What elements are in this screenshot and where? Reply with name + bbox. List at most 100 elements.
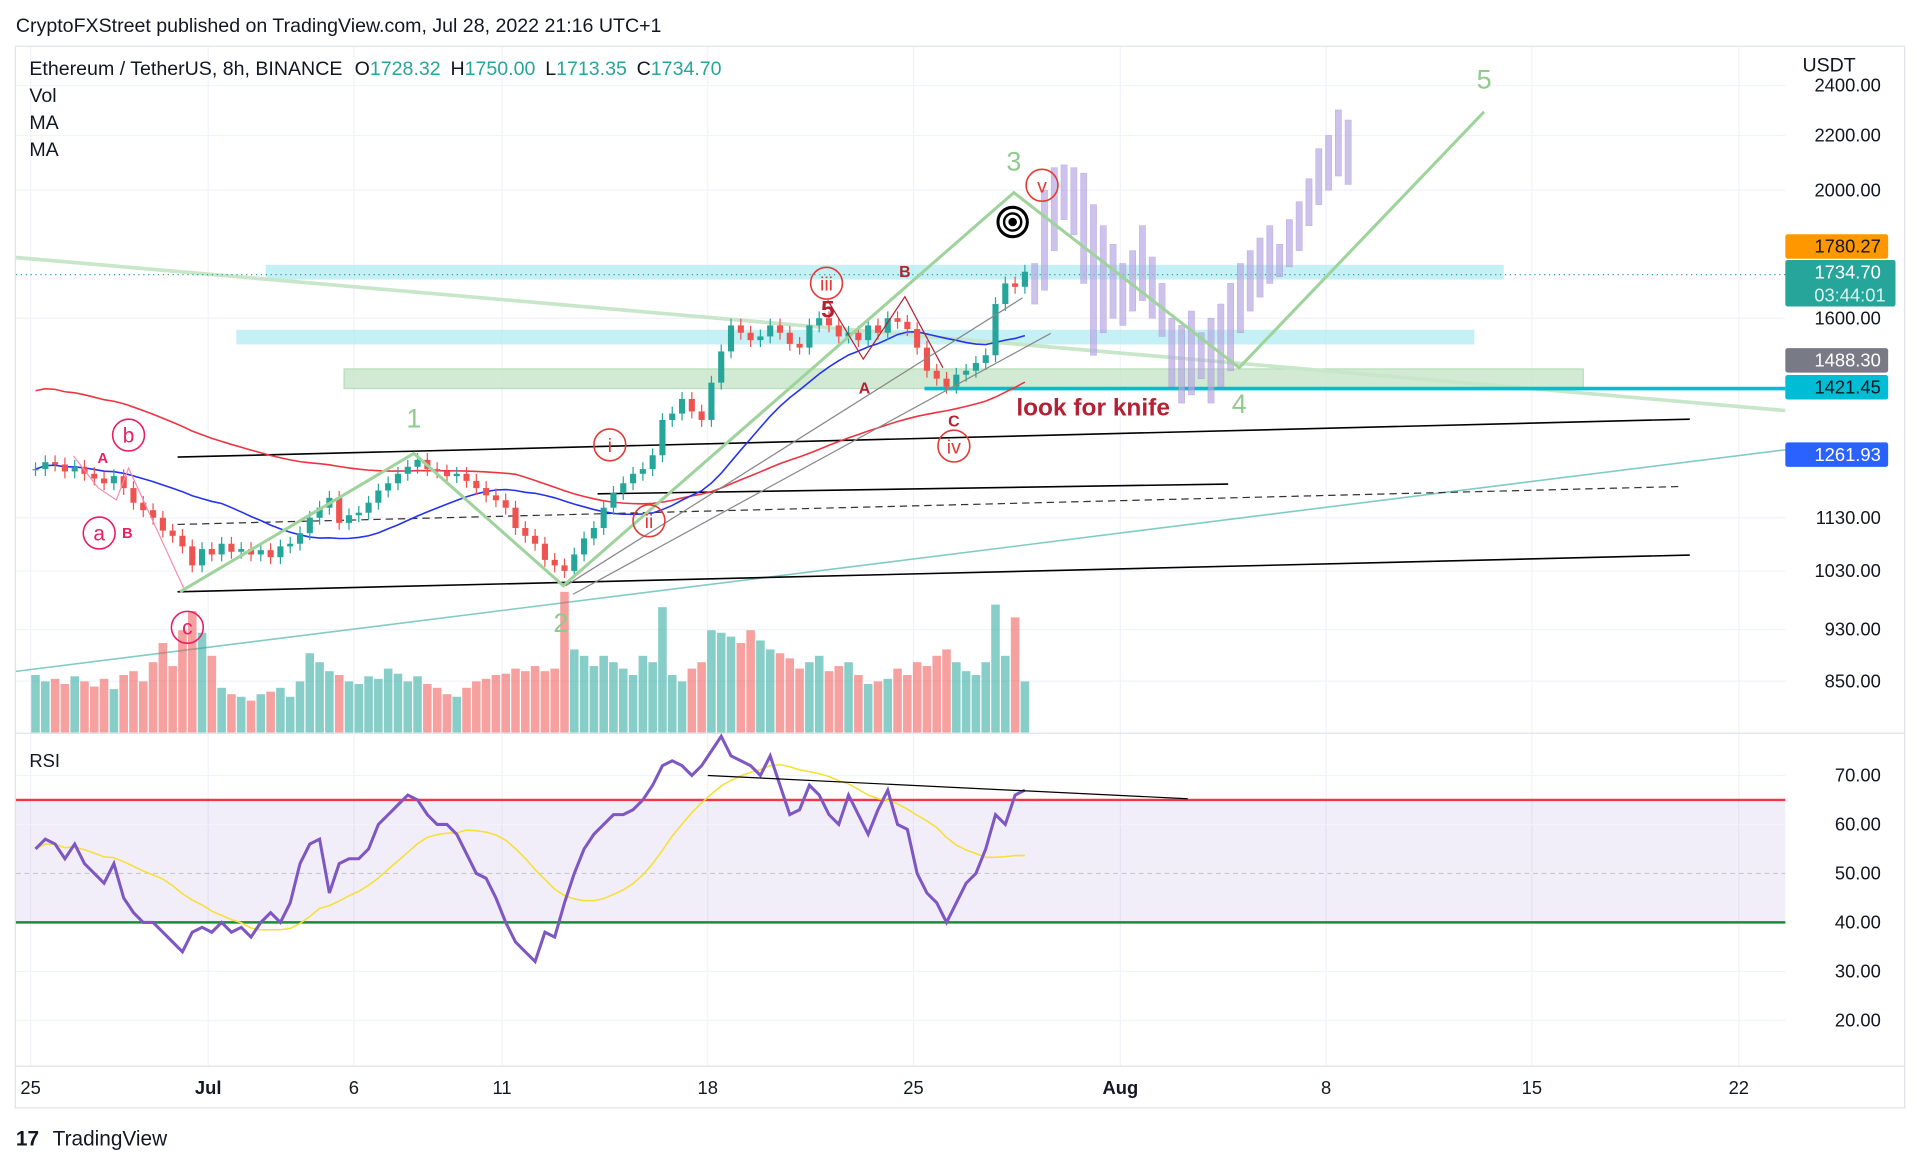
candle-body: [708, 382, 715, 420]
candle-body: [581, 538, 588, 555]
time-tick: 25: [20, 1077, 40, 1098]
circled-label-text: i: [608, 435, 612, 457]
badge-value: 1421.45: [1814, 376, 1880, 397]
projection-bar: [1168, 317, 1176, 387]
volume-bar: [873, 681, 883, 733]
volume-bar: [315, 662, 324, 733]
resistance-zone-upper: [265, 264, 1504, 280]
candle-body: [159, 517, 166, 531]
candle: [385, 476, 392, 498]
symbol-label[interactable]: Ethereum / TetherUS, 8h, BINANCE: [29, 58, 342, 80]
label-C: C: [948, 413, 960, 430]
candle-body: [189, 546, 196, 566]
ascending-trendline[interactable]: [15, 448, 1786, 673]
candle-body: [855, 332, 862, 341]
candle: [806, 318, 813, 355]
candle: [179, 528, 186, 554]
candle: [865, 318, 872, 348]
projection-bar: [1129, 250, 1137, 312]
rsi-divergence-line[interactable]: [707, 774, 1188, 800]
indicator-vol[interactable]: Vol: [29, 85, 56, 107]
candle: [218, 536, 225, 562]
candle: [492, 488, 499, 508]
candle: [581, 531, 588, 562]
channel-top-line[interactable]: [177, 418, 1690, 458]
high-value: 1750.00: [465, 58, 536, 80]
volume-bar: [364, 676, 373, 733]
candle: [953, 367, 960, 394]
elliott-wave-path[interactable]: [179, 110, 1486, 594]
projection-bar: [1188, 310, 1195, 396]
rsi-axis[interactable]: 70.00 60.00 50.00 40.00 30.00 20.00: [1835, 765, 1881, 1031]
candle: [473, 474, 480, 496]
candle: [502, 493, 509, 515]
label-A-left: A: [98, 451, 109, 467]
volume-bar: [70, 676, 79, 733]
circled-label-v: v: [1025, 168, 1059, 202]
volume-bar: [785, 658, 795, 733]
projection-bar: [1276, 243, 1283, 278]
badge-value: 1488.30: [1814, 349, 1880, 370]
volume-bar: [481, 678, 491, 733]
candle-body: [257, 550, 264, 555]
candles: [32, 264, 1028, 578]
time-tick: 15: [1522, 1077, 1542, 1098]
indicator-ma-1[interactable]: MA: [29, 112, 59, 134]
low-value: 1713.35: [556, 58, 627, 80]
rsi-tick: 30.00: [1835, 961, 1881, 982]
price-tick: 1130.00: [1816, 507, 1881, 528]
candle: [52, 455, 59, 472]
dashed-mid-line[interactable]: [177, 485, 1682, 526]
projection-bar: [1041, 189, 1048, 291]
arrow-line-1: [565, 297, 1023, 587]
price-axis[interactable]: 2400.00 2200.00 2000.00 1600.00 1130.00 1030.…: [1814, 75, 1880, 692]
candle-body: [688, 398, 695, 412]
volume-bar: [413, 676, 422, 733]
candle: [512, 500, 519, 535]
candle-body: [718, 351, 725, 383]
candle: [786, 325, 793, 351]
candle-body: [492, 495, 499, 501]
candle-body: [306, 517, 313, 534]
price-badge: 1261.93: [1785, 442, 1889, 467]
channel-bottom-line[interactable]: [177, 554, 1690, 593]
badge-value: 1734.70: [1814, 261, 1880, 282]
price-tick: 2000.00: [1814, 179, 1880, 200]
volume-bar: [795, 668, 804, 733]
candle-body: [590, 528, 597, 539]
time-axis[interactable]: 25 Jul 6 11 18 25 Aug 8 15 22: [20, 1077, 1749, 1098]
candle: [708, 375, 715, 427]
candle: [982, 348, 989, 370]
candle: [345, 508, 353, 530]
candle-body: [786, 332, 793, 344]
mid-line[interactable]: [597, 483, 1229, 495]
volume-bar: [883, 678, 893, 733]
volume-bar: [178, 630, 187, 733]
volume-bar: [129, 671, 138, 733]
time-tick: 22: [1729, 1077, 1749, 1098]
projection-bar: [1090, 204, 1097, 356]
projection-bar: [1060, 164, 1068, 220]
rsi-label[interactable]: RSI: [29, 750, 60, 771]
candle: [257, 543, 264, 562]
volume-bar: [246, 700, 256, 733]
candle: [404, 459, 411, 481]
candle-body: [923, 347, 930, 371]
candle: [443, 464, 450, 484]
candle: [453, 466, 460, 484]
projection-bar: [1217, 303, 1225, 387]
candle: [884, 311, 891, 340]
volume-bar: [90, 686, 99, 733]
volume-bar: [560, 591, 569, 733]
indicator-ma-2[interactable]: MA: [29, 139, 59, 161]
tradingview-logo[interactable]: 17 TradingView: [16, 1127, 168, 1150]
candle-body: [943, 378, 950, 387]
volume-bar: [805, 662, 814, 733]
candle: [904, 314, 911, 336]
label-A: A: [859, 380, 871, 397]
look-for-knife-note: look for knife: [1016, 394, 1170, 421]
candle-body: [659, 419, 666, 456]
volume-bar: [814, 655, 824, 733]
rsi-line: [34, 733, 1026, 965]
